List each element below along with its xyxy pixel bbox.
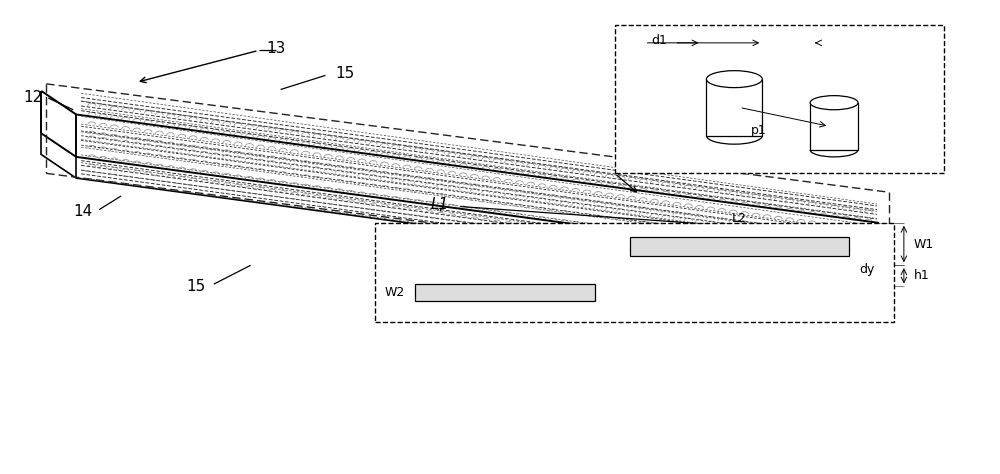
Text: 16: 16 — [376, 299, 395, 314]
Text: d1: d1 — [652, 34, 667, 46]
Ellipse shape — [810, 96, 858, 110]
Text: 14: 14 — [74, 204, 93, 219]
Ellipse shape — [706, 71, 762, 88]
Text: 15: 15 — [336, 65, 355, 81]
FancyBboxPatch shape — [615, 25, 944, 173]
Bar — [415, 284, 595, 301]
Bar — [706, 79, 762, 136]
Text: W1: W1 — [914, 237, 934, 251]
Bar — [630, 237, 849, 256]
Bar — [810, 103, 858, 150]
Text: h1: h1 — [914, 269, 930, 283]
Text: 12: 12 — [24, 91, 43, 106]
Text: dy: dy — [859, 264, 874, 276]
Text: L1: L1 — [431, 197, 449, 211]
Text: 13: 13 — [266, 41, 285, 56]
Text: L2: L2 — [732, 212, 747, 225]
Text: 15: 15 — [186, 279, 205, 294]
FancyBboxPatch shape — [375, 223, 894, 322]
Text: W2: W2 — [385, 286, 405, 299]
Text: p1: p1 — [751, 124, 767, 137]
